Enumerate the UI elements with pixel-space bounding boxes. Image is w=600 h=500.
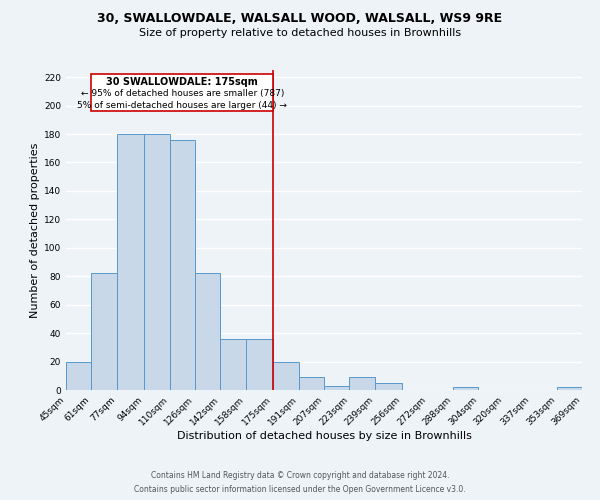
Text: Contains HM Land Registry data © Crown copyright and database right 2024.: Contains HM Land Registry data © Crown c… [151,472,449,480]
Text: Size of property relative to detached houses in Brownhills: Size of property relative to detached ho… [139,28,461,38]
Bar [220,339,246,390]
X-axis label: Distribution of detached houses by size in Brownhills: Distribution of detached houses by size … [176,431,472,441]
Bar [66,362,91,390]
Bar [375,383,402,390]
Bar [557,387,582,390]
Text: 5% of semi-detached houses are larger (44) →: 5% of semi-detached houses are larger (4… [77,102,287,110]
Bar [195,274,220,390]
Bar [453,387,478,390]
Bar [91,274,117,390]
Bar [324,386,349,390]
Bar [299,377,324,390]
Text: ← 95% of detached houses are smaller (787): ← 95% of detached houses are smaller (78… [80,89,284,98]
Bar [349,377,375,390]
Bar [144,134,170,390]
Bar [273,362,299,390]
Bar [246,339,273,390]
Bar [170,140,195,390]
Text: Contains public sector information licensed under the Open Government Licence v3: Contains public sector information licen… [134,484,466,494]
Bar [117,134,144,390]
Y-axis label: Number of detached properties: Number of detached properties [30,142,40,318]
Text: 30 SWALLOWDALE: 175sqm: 30 SWALLOWDALE: 175sqm [106,77,258,87]
Text: 30, SWALLOWDALE, WALSALL WOOD, WALSALL, WS9 9RE: 30, SWALLOWDALE, WALSALL WOOD, WALSALL, … [97,12,503,26]
FancyBboxPatch shape [91,74,273,111]
